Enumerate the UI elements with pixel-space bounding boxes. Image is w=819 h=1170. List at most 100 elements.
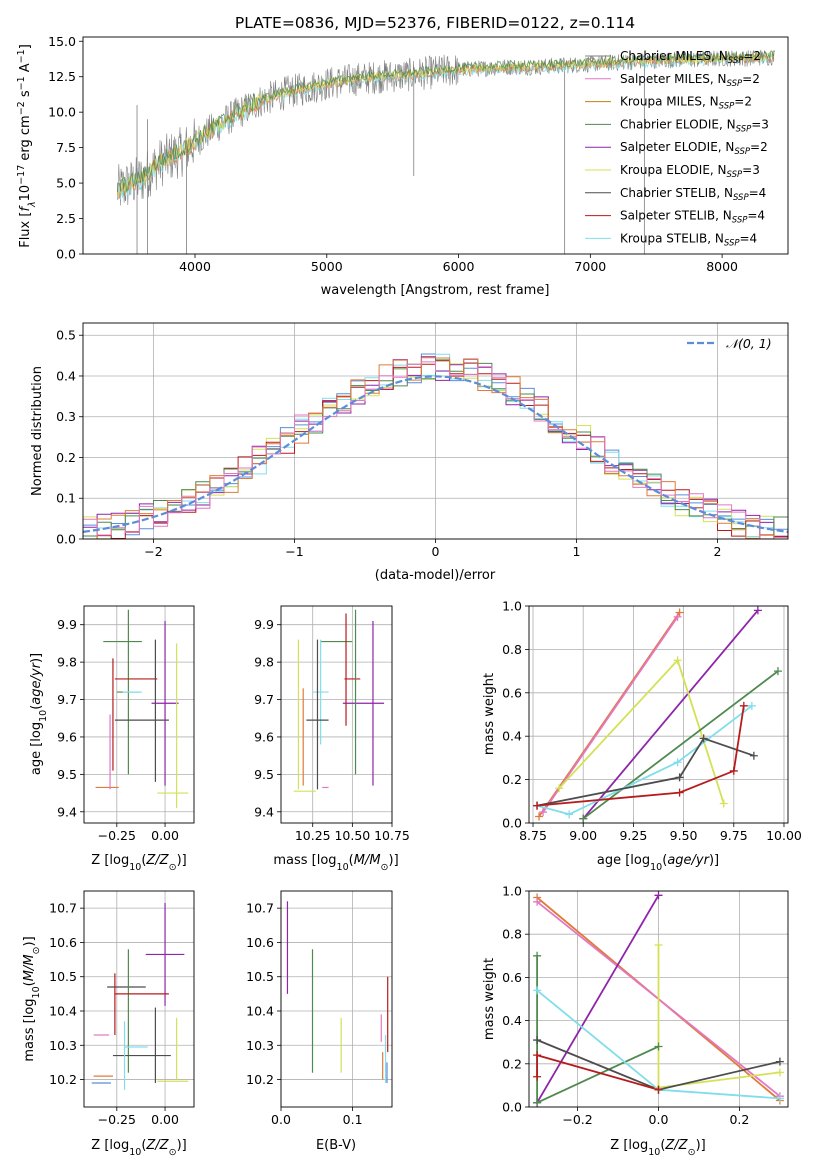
weight_vs_age-series-line: [542, 616, 679, 813]
mass_vs_z-ytick-label: 10.3: [49, 1038, 77, 1053]
weight_vs_age-series-marker: [675, 608, 684, 617]
age_vs_mass-ytick-label: 9.6: [254, 729, 274, 744]
age_vs_z-ytick-label: 9.5: [57, 767, 77, 782]
age_vs_mass-ytick-label: 9.7: [254, 692, 274, 707]
mass_vs_z-ytick-label: 10.2: [49, 1072, 77, 1087]
weight_vs_age-axes: 8.75 9.00 9.25 9.50 9.75 10.00 0.0 0.2 0.4 0.6 0.8…: [482, 599, 802, 873]
weight_vs_age-series-marker: [739, 701, 748, 710]
weight-vs-z-xlabel: Z [log10(Z/Z⊙)]: [610, 1138, 705, 1158]
weight_vs_age-series-marker: [673, 758, 682, 767]
weight_vs_z-ytick-label: 0.8: [502, 927, 522, 942]
mass_vs_z-xtick-label: 0.00: [151, 1112, 179, 1127]
spectrum-ylabel: Flux [fλ10−17 erg cm−2 s−1 A−1]: [16, 44, 38, 248]
age_vs_z-frame: [83, 605, 195, 824]
weight_vs_z-ytick-label: 0.2: [502, 1056, 522, 1071]
age_vs_z-ytick-label: 9.8: [57, 655, 77, 670]
weight_vs_z-series-line: [536, 955, 659, 1105]
age_vs_z-ytick-label: 9.7: [57, 692, 77, 707]
weight_vs_age-series-marker: [675, 788, 684, 797]
mass_vs_z-ytick-label: 10.4: [49, 1004, 77, 1019]
weight_vs_z-series-marker: [775, 1057, 784, 1066]
mass_vs_z-ytick-label: 10.7: [49, 901, 77, 916]
weight_vs_age-series-marker: [673, 656, 682, 665]
age_vs_mass-ytick-label: 9.8: [254, 655, 274, 670]
weight_vs_z-ytick-label: 0.4: [502, 1013, 522, 1028]
mass_vs_z-frame: [83, 890, 195, 1108]
spectrum-xtick-label: 4000: [179, 259, 211, 274]
weight_vs_z-frame: [528, 890, 789, 1108]
residuals-xtick-label: 0: [432, 544, 440, 559]
residuals-ytick-label: 0.2: [56, 450, 76, 465]
age_vs_mass-axes: 10.25 10.50 10.75 9.4 9.5 9.6 9.7 9.8 9.9 mass [l…: [254, 605, 410, 873]
spectrum-ytick-label: 7.5: [56, 140, 76, 155]
age_vs_z-xtick-label: 0.00: [151, 828, 179, 843]
age_vs_z-xtick-label: −0.25: [98, 828, 136, 843]
residuals-frame: [82, 322, 789, 540]
age-vs-z-xlabel: Z [log10(Z/Z⊙)]: [91, 853, 186, 873]
weight_vs_z-series-marker: [654, 1042, 663, 1051]
weight_vs_age-series-marker: [533, 801, 542, 810]
residuals-xtick-label: −2: [144, 544, 162, 559]
weight_vs_age-series-line: [582, 609, 759, 820]
spectrum-ytick-label: 0.0: [56, 247, 76, 262]
weight_vs_z-series-marker: [775, 1094, 784, 1103]
legend-label: Salpeter MILES, NSSP=2: [620, 72, 760, 89]
mass_vs_ebv-ytick-label: 10.2: [246, 1072, 274, 1087]
weight_vs_age-series-marker: [749, 751, 758, 760]
weight_vs_age-series-marker: [719, 799, 728, 808]
weight_vs_age-series-line: [536, 705, 753, 816]
spectrum-ytick-label: 15.0: [48, 34, 76, 49]
age_vs_mass-ytick-label: 9.5: [254, 767, 274, 782]
weight_vs_z-series-marker: [654, 1085, 663, 1094]
mass_vs_ebv-ytick-label: 10.7: [246, 901, 274, 916]
legend-label: Chabrier MILES, NSSP=2: [620, 49, 761, 66]
gaussian-legend-label: 𝒩(0, 1): [726, 336, 772, 351]
weight_vs_age-xtick-label: 9.75: [720, 828, 748, 843]
weight_vs_z-ytick-label: 0.0: [502, 1100, 522, 1115]
mass_vs_ebv-xtick-label: 0.0: [271, 1112, 291, 1127]
residuals-ylabel: Normed distribution: [30, 366, 45, 496]
weight_vs_z-series-marker: [533, 1098, 542, 1107]
residuals-ytick-label: 0.1: [56, 491, 76, 506]
weight_vs_age-ytick-label: 0.2: [502, 772, 522, 787]
spectrum-xtick-label: 5000: [311, 259, 343, 274]
weight_vs_age-series-line: [536, 737, 755, 807]
residuals-axes: −2 −1 0 1 2 0.0 0.1 0.2 0.3 0.4 0.5 𝒩(0, 1) (data-mo…: [30, 322, 789, 583]
weight_vs_age-series-marker: [729, 766, 738, 775]
residuals-ytick-label: 0.4: [56, 368, 76, 383]
plot-layer: 4000 5000 6000 7000 80000.02.55.07.510.012.5…: [16, 34, 802, 1158]
residuals-ytick-label: 0.5: [56, 328, 76, 343]
age_vs_z-plot-area: [95, 609, 189, 809]
weight_vs_z-axes: −0.2 0.0 0.2 0.0 0.2 0.4 0.6 0.8 1.0 Z [log10(Z/Z…: [482, 884, 789, 1158]
spectrum-xtick-label: 7000: [574, 259, 606, 274]
weight_vs_z-series-marker: [654, 941, 663, 949]
weight_vs_z-xtick-label: 0.0: [649, 1112, 669, 1127]
weight_vs_age-series-marker: [753, 606, 762, 615]
legend-label: Kroupa STELIB, NSSP=4: [620, 231, 757, 248]
mass_vs_ebv-ytick-label: 10.4: [246, 1004, 274, 1019]
spectrum-ytick-label: 10.0: [48, 105, 76, 120]
age_vs_mass-frame: [280, 605, 393, 824]
spectrum-xtick-label: 6000: [443, 259, 475, 274]
mass_vs_z-axes: −0.25 0.00 10.2 10.3 10.4 10.5 10.6 10.7 Z [log1…: [22, 890, 195, 1158]
weight_vs_z-ytick-label: 0.6: [502, 970, 522, 985]
weight_vs_z-series-marker: [533, 897, 542, 906]
weight_vs_age-series-line: [582, 670, 779, 820]
mass_vs_ebv-ytick-label: 10.3: [246, 1038, 274, 1053]
weight_vs_z-ytick-label: 1.0: [502, 884, 522, 899]
weight_vs_age-ytick-label: 0.0: [502, 816, 522, 831]
weight_vs_z-xtick-label: −0.2: [562, 1112, 592, 1127]
residuals-xtick-label: 2: [714, 544, 722, 559]
spectrum-ytick-label: 12.5: [48, 69, 76, 84]
legend-label: Chabrier STELIB, NSSP=4: [620, 186, 766, 203]
residuals-xtick-label: 1: [573, 544, 581, 559]
age_vs_mass-plot-area: [293, 609, 385, 792]
weight_vs_age-series-marker: [535, 812, 544, 821]
figure-title: PLATE=0836, MJD=52376, FIBERID=0122, z=0…: [235, 14, 635, 32]
age_vs_mass-xtick-label: 10.50: [334, 828, 370, 843]
legend-label: Kroupa ELODIE, NSSP=3: [620, 163, 760, 180]
age-vs-mass-xlabel: mass [log10(M/M⊙)]: [273, 853, 398, 873]
residuals-xtick-label: −1: [285, 544, 303, 559]
age_vs_z-ytick-label: 9.9: [57, 617, 77, 632]
